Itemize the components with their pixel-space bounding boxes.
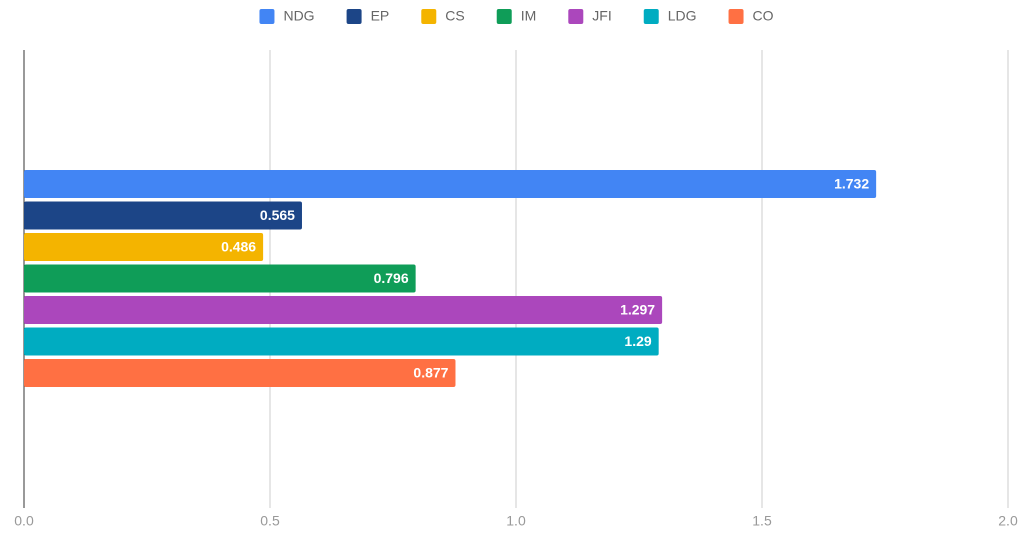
legend-label: CS xyxy=(445,8,464,24)
legend-label: CO xyxy=(753,8,774,24)
bar xyxy=(24,296,663,324)
bar xyxy=(24,233,264,261)
bar xyxy=(24,264,416,293)
legend-label: JFI xyxy=(592,8,611,24)
bar xyxy=(24,170,877,198)
x-tick-label: 1.5 xyxy=(752,513,772,529)
data-label: 0.486 xyxy=(221,239,256,255)
legend-swatch xyxy=(643,9,659,24)
legend-swatch xyxy=(568,9,584,24)
data-label: 1.29 xyxy=(624,333,651,349)
x-tick-label: 0.5 xyxy=(260,513,280,529)
legend-label: EP xyxy=(371,8,390,24)
data-label: 0.796 xyxy=(374,270,409,286)
x-tick-label: 0.0 xyxy=(14,513,34,529)
legend-label: IM xyxy=(521,8,537,24)
x-tick-label: 2.0 xyxy=(998,513,1018,529)
legend-label: LDG xyxy=(668,8,697,24)
bar xyxy=(24,327,659,356)
bar xyxy=(24,359,456,387)
legend-swatch xyxy=(421,9,437,24)
data-label: 1.297 xyxy=(620,302,655,318)
legend-label: NDG xyxy=(283,8,314,24)
data-label: 0.877 xyxy=(413,365,448,381)
data-label: 1.732 xyxy=(834,176,869,192)
bar xyxy=(24,201,302,230)
legend-swatch xyxy=(346,9,362,24)
data-label: 0.565 xyxy=(260,207,295,223)
x-tick-label: 1.0 xyxy=(506,513,526,529)
legend-swatch xyxy=(728,9,744,24)
legend-swatch xyxy=(259,9,275,24)
legend-swatch xyxy=(496,9,512,24)
